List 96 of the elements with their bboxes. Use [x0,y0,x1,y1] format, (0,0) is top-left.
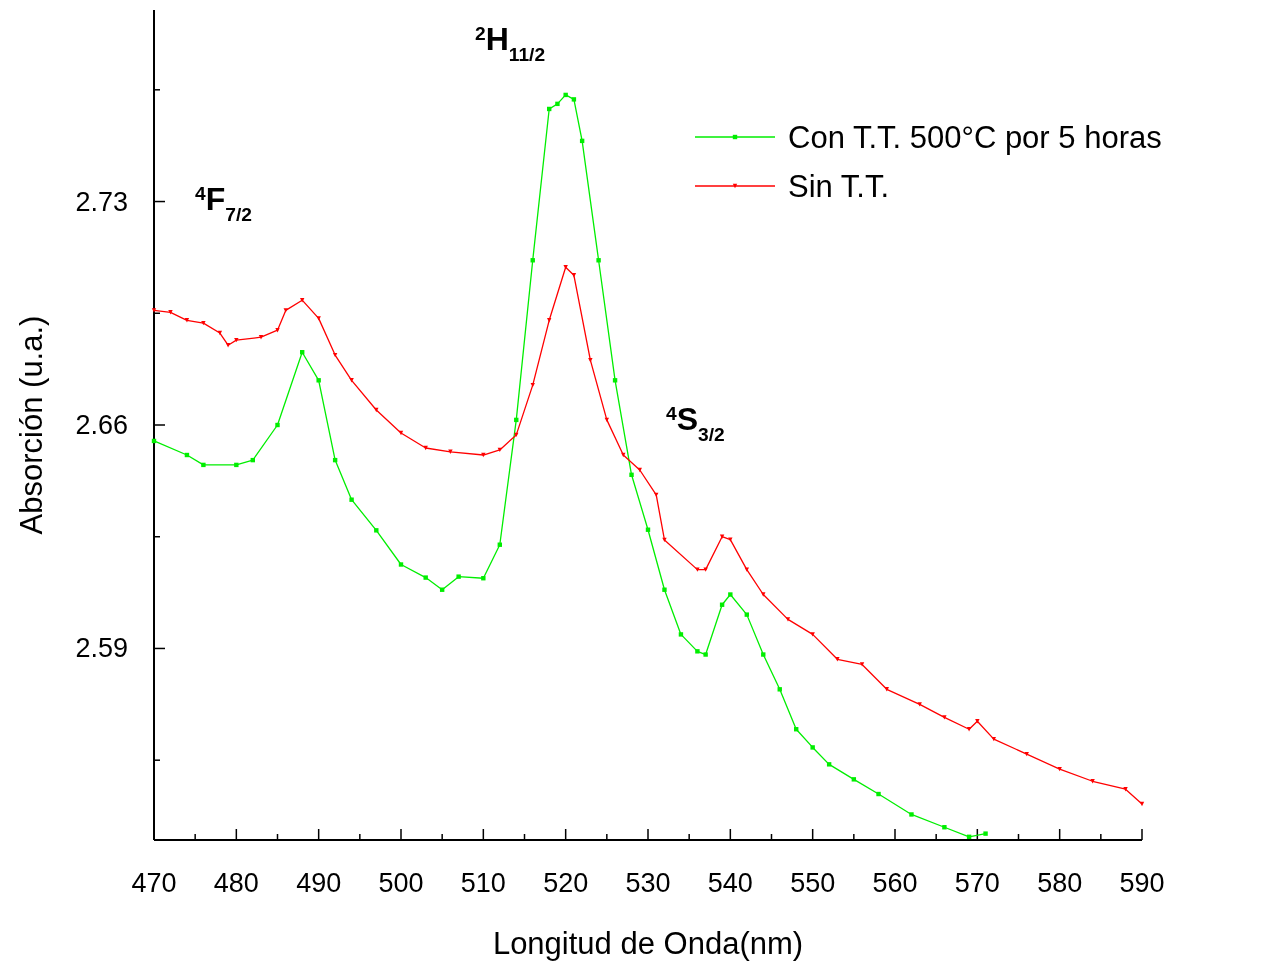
point [588,358,593,363]
point [1057,766,1062,772]
point [728,592,733,597]
x-tick-label: 540 [707,868,753,898]
point [514,432,519,438]
point [678,632,684,637]
point [530,382,535,388]
point [621,452,626,458]
y-tick-label: 2.59 [75,633,128,664]
point [374,528,379,533]
point [859,662,865,667]
x-tick-label: 470 [131,868,177,898]
point [785,617,791,622]
x-tick-label: 480 [213,868,259,898]
point [761,592,766,597]
point [316,316,321,321]
point [695,567,700,572]
y-tick-label: 2.73 [75,186,128,217]
point [703,652,708,657]
point [349,497,354,502]
point [637,467,642,473]
point [184,318,190,323]
point [398,562,404,567]
point [810,745,815,750]
point [423,445,428,451]
point [728,537,733,542]
point [300,297,305,303]
x-tick-label: 520 [543,868,589,898]
point [942,825,947,830]
y-axis-title: Absorción (u.a.) [14,315,49,535]
point [884,687,889,692]
point [151,308,157,313]
x-tick-label: 490 [296,868,342,898]
point [966,727,972,732]
point [596,258,601,263]
point [423,575,428,580]
x-tick-label: 580 [1037,868,1083,898]
x-axis-title: Longitud de Onda(nm) [492,926,804,961]
point [275,422,280,428]
point [1090,779,1095,784]
point [662,587,667,592]
point [612,378,618,383]
point [571,97,577,102]
annotation: $^{4}$F$_{7/2}$ [195,181,252,225]
point [654,492,659,498]
point [349,378,354,383]
point [810,632,815,637]
point [563,265,568,270]
point [991,736,996,742]
point [225,342,231,348]
x-tick-label: 550 [790,868,836,898]
point [917,702,922,707]
point [1024,751,1029,757]
point [563,92,568,98]
point [744,612,749,617]
x-tick-label: 530 [625,868,671,898]
point [703,567,708,572]
point [942,715,947,720]
point [201,320,206,326]
point [168,310,173,315]
point [571,273,577,278]
point [555,101,560,107]
point [547,318,552,323]
point [481,576,486,581]
x-tick-label: 560 [872,868,918,898]
point [876,791,881,797]
annotation: $^{4}$S$_{3/2}$ [666,401,725,445]
x-tick-label: 570 [954,868,1000,898]
x-tick-label: 510 [460,868,506,898]
point [234,337,239,343]
point [481,452,486,458]
x-tick-label: 500 [378,868,424,898]
point [374,407,379,413]
point [316,378,321,383]
point [983,831,988,836]
legend-label: Con T.T. 500°C por 5 horas [788,120,1162,155]
point [975,719,980,724]
point [217,330,223,336]
point [744,567,749,572]
annotation: $^{2}$H$_{11/2}$ [475,21,546,65]
point [332,352,338,358]
point [835,657,840,662]
point [456,574,461,579]
point [826,762,832,767]
point [851,777,857,782]
point [695,649,700,654]
point [761,652,766,657]
point [777,687,782,692]
y-tick-label: 2.66 [75,410,128,440]
legend-label: Sin T.T. [788,169,890,204]
x-tick-label: 590 [1119,868,1165,898]
point [909,812,914,817]
point [201,462,206,468]
point [283,308,288,313]
point [629,472,634,477]
point [234,462,239,468]
